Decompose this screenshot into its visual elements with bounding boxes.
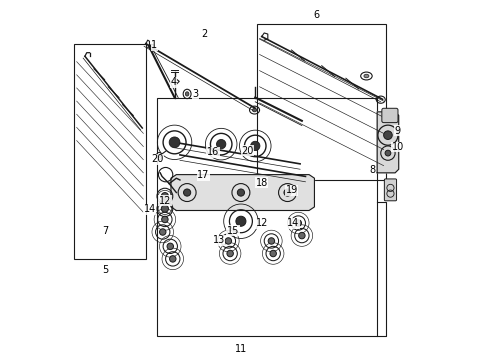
Text: 16: 16 — [206, 147, 219, 157]
Circle shape — [167, 243, 173, 249]
Circle shape — [267, 238, 274, 244]
Text: 11: 11 — [234, 344, 246, 354]
Circle shape — [269, 250, 276, 257]
Text: 12: 12 — [255, 218, 267, 228]
Text: 12: 12 — [159, 196, 171, 206]
Ellipse shape — [363, 74, 368, 78]
Text: 14: 14 — [143, 204, 156, 215]
Circle shape — [226, 250, 233, 257]
Circle shape — [162, 216, 168, 223]
Text: 5: 5 — [102, 265, 108, 275]
Circle shape — [284, 189, 290, 196]
Text: 9: 9 — [393, 126, 400, 135]
Circle shape — [250, 141, 260, 150]
Text: 8: 8 — [369, 165, 375, 175]
Circle shape — [235, 216, 245, 226]
Text: 2: 2 — [201, 29, 207, 39]
Text: 18: 18 — [255, 178, 267, 188]
Text: 19: 19 — [285, 185, 297, 195]
Circle shape — [216, 139, 225, 149]
Text: 20: 20 — [151, 154, 163, 164]
FancyBboxPatch shape — [381, 108, 397, 123]
Text: 15: 15 — [226, 226, 239, 236]
Circle shape — [161, 205, 168, 212]
Circle shape — [294, 220, 301, 226]
Text: 4: 4 — [170, 77, 177, 87]
Text: 20: 20 — [241, 145, 253, 156]
Circle shape — [383, 131, 391, 139]
Bar — [156, 98, 376, 336]
Circle shape — [169, 137, 180, 148]
Ellipse shape — [158, 154, 160, 158]
Circle shape — [183, 189, 190, 196]
Circle shape — [384, 150, 390, 156]
Polygon shape — [171, 175, 314, 211]
Text: 10: 10 — [391, 142, 403, 152]
Bar — [257, 24, 386, 180]
Circle shape — [224, 238, 231, 244]
Circle shape — [169, 256, 176, 262]
Text: 7: 7 — [102, 226, 108, 236]
Text: 14: 14 — [286, 218, 299, 228]
Circle shape — [159, 229, 165, 235]
Text: 13: 13 — [212, 235, 224, 245]
Ellipse shape — [252, 108, 256, 112]
Text: 1: 1 — [151, 40, 157, 50]
Text: 17: 17 — [197, 170, 209, 180]
FancyBboxPatch shape — [384, 179, 396, 201]
Circle shape — [161, 193, 168, 200]
Circle shape — [237, 189, 244, 196]
Circle shape — [298, 232, 305, 239]
Text: 3: 3 — [192, 89, 198, 99]
Ellipse shape — [185, 92, 188, 96]
Text: 6: 6 — [312, 10, 319, 20]
Bar — [74, 44, 145, 259]
Polygon shape — [376, 112, 398, 173]
